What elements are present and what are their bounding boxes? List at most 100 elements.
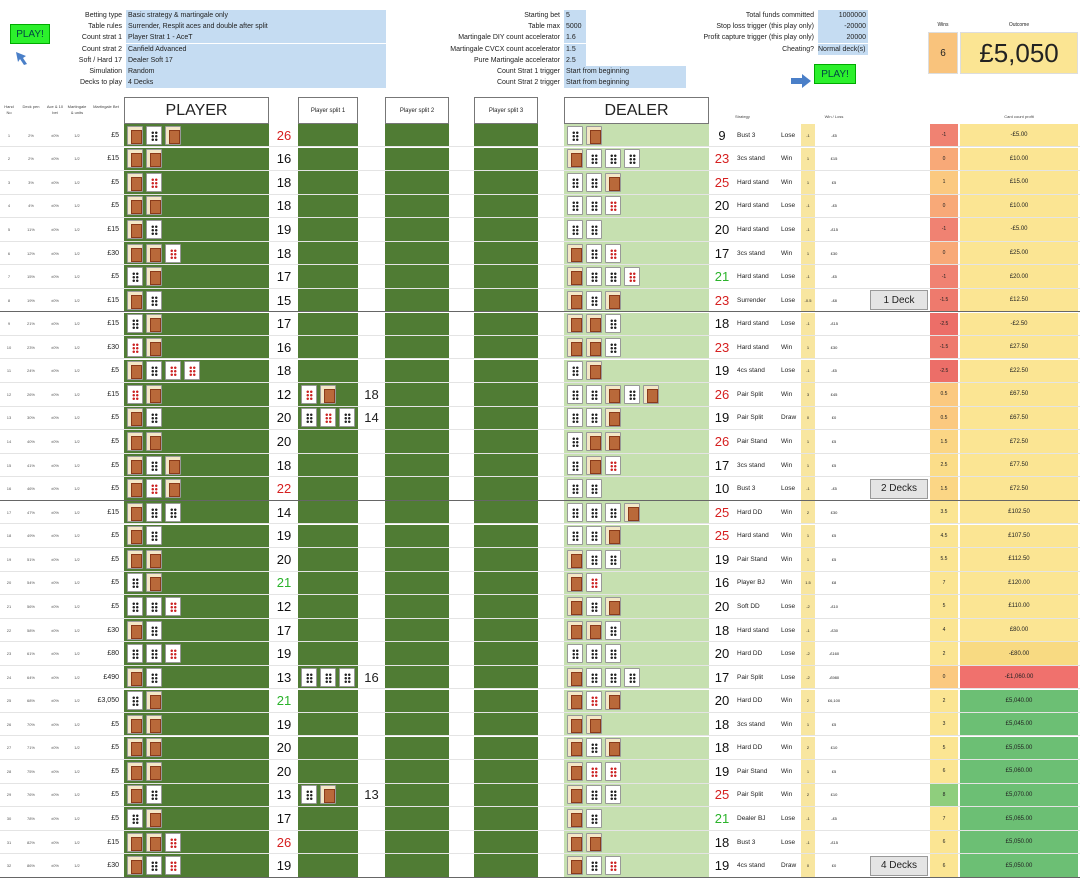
ace-ten-bet: ±0% xyxy=(51,863,59,869)
ace-ten-bet: ±0% xyxy=(51,768,59,774)
strategy-name: Hard stand xyxy=(737,178,769,186)
config-value[interactable]: -20000 xyxy=(818,21,868,33)
config-value[interactable]: 4 Decks xyxy=(126,77,386,89)
strategy-name: 3cs stand xyxy=(737,249,765,257)
config-value[interactable]: 5000 xyxy=(564,21,586,33)
ace-ten-bet: ±0% xyxy=(51,509,59,515)
bet-amount: £5 xyxy=(111,367,119,375)
play-button-right[interactable]: PLAY! xyxy=(814,64,856,84)
playing-card xyxy=(146,809,162,828)
config-value[interactable]: 1.6 xyxy=(564,32,586,44)
hand-number: 3 xyxy=(7,179,11,185)
split1-total xyxy=(358,619,385,641)
player-cards xyxy=(124,477,269,500)
playing-card xyxy=(605,172,621,192)
dealer-cards xyxy=(564,713,709,736)
playing-card xyxy=(146,526,162,546)
playing-card xyxy=(605,596,621,616)
player-total: 19 xyxy=(276,646,292,662)
config-value[interactable]: Start from beginning xyxy=(564,66,686,77)
player-total: 26 xyxy=(276,127,292,143)
player-cards xyxy=(124,854,269,877)
player-cards xyxy=(124,713,269,736)
playing-card xyxy=(567,691,583,711)
cumulative-profit: -£80.00 xyxy=(960,642,1078,665)
strategy-name: Hard stand xyxy=(737,532,769,540)
config-value[interactable]: 2.5 xyxy=(564,54,586,66)
config-value[interactable]: Basic strategy & martingale only xyxy=(126,10,386,21)
config-value[interactable]: Canfield Advanced xyxy=(126,43,386,55)
player-total: 16 xyxy=(276,339,292,355)
dealer-total: 18 xyxy=(714,834,730,850)
player-cards xyxy=(124,288,269,312)
units-won: -1 xyxy=(801,477,815,500)
split2-cards xyxy=(385,571,449,595)
player-cards xyxy=(124,147,269,170)
hand-result: Win xyxy=(781,249,793,257)
dealer-cards xyxy=(564,595,709,618)
playing-card xyxy=(605,691,621,711)
player-total: 17 xyxy=(276,811,292,826)
playing-card xyxy=(567,267,583,287)
player-total: 21 xyxy=(276,575,292,591)
table-row: 25 68% ±0% 1/2 £3,050 21 20 Hard DD Win 2 £6,100 2 £… xyxy=(0,689,1080,713)
config-value[interactable]: Start from beginning xyxy=(564,77,686,89)
split1-total xyxy=(358,737,385,759)
split3-cards xyxy=(474,760,538,783)
config-value[interactable]: 1000000 xyxy=(818,10,868,21)
deck-marker: 1 Deck xyxy=(870,290,928,311)
playing-card xyxy=(586,691,602,711)
units-won: 2 xyxy=(801,783,815,807)
playing-card xyxy=(146,785,162,805)
playing-card xyxy=(567,408,583,428)
playing-card xyxy=(567,549,583,569)
table-row: 3 3% ±0% 1/2 £5 18 25 Hard stand Win 1 £5 1 £15.00 xyxy=(0,171,1080,195)
config-value[interactable]: Random xyxy=(126,66,386,77)
units-won: -2 xyxy=(801,642,815,665)
config-value[interactable]: 5 xyxy=(564,10,586,21)
units-won: -2 xyxy=(801,595,815,618)
playing-card xyxy=(605,314,621,334)
config-value[interactable]: 1.5 xyxy=(564,43,586,55)
split1-total: 18 xyxy=(364,386,379,402)
playing-card xyxy=(339,408,355,428)
martingale-units: 1/2 xyxy=(74,580,80,586)
hand-result: Lose xyxy=(781,367,796,375)
deck-penetration: 70% xyxy=(26,721,35,727)
hand-number: 8 xyxy=(7,297,11,303)
ace-ten-bet: ±0% xyxy=(51,462,59,468)
dealer-total: 26 xyxy=(714,386,730,402)
bet-amount: £5 xyxy=(111,532,119,540)
cumulative-profit: £107.50 xyxy=(960,524,1078,547)
martingale-units: 1/2 xyxy=(74,627,80,633)
dealer-total: 20 xyxy=(714,693,730,709)
hand-number: 30 xyxy=(6,816,12,821)
hand-result: Win xyxy=(781,438,793,445)
config-value[interactable]: Surrender, Resplit aces and double after… xyxy=(126,21,386,33)
win-loss-amount: -£30 xyxy=(829,627,838,633)
playing-card xyxy=(605,149,621,169)
deck-penetration: 68% xyxy=(26,698,35,704)
play-button-left[interactable]: PLAY! xyxy=(10,24,50,44)
config-value[interactable]: Dealer Soft 17 xyxy=(126,54,386,66)
split1-total xyxy=(358,713,385,735)
ace-ten-bet: ±0% xyxy=(51,580,59,586)
split1-total xyxy=(358,760,385,782)
col-ace: Ace & 10 bet xyxy=(46,104,64,115)
config-value[interactable]: 20000 xyxy=(818,32,868,44)
card-count: 1.5 xyxy=(930,477,958,500)
split2-cards xyxy=(385,453,449,477)
config-value[interactable]: Normal deck(s) xyxy=(818,43,868,55)
martingale-units: 1/2 xyxy=(74,156,80,162)
config-value[interactable]: Player Strat 1 - AceT xyxy=(126,32,386,44)
strategy-name: Pair Split xyxy=(737,414,764,422)
playing-card xyxy=(127,761,143,781)
split2-cards xyxy=(385,760,449,783)
hand-number: 6 xyxy=(7,250,11,256)
split2-cards xyxy=(385,830,449,854)
split3-cards xyxy=(474,736,538,760)
playing-card xyxy=(146,455,162,475)
split2-cards xyxy=(385,736,449,760)
deck-penetration: 61% xyxy=(26,651,35,657)
playing-card xyxy=(586,219,602,239)
